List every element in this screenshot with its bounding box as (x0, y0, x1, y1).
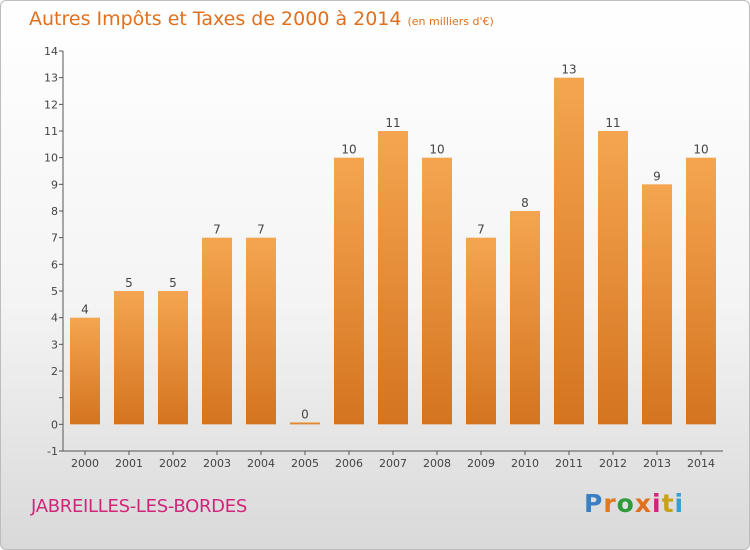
y-tick-label: 6 (51, 258, 58, 271)
bar (202, 238, 232, 425)
bar-value-label: 11 (385, 116, 400, 130)
x-tick-label: 2014 (687, 457, 715, 470)
x-tick-label: 2003 (203, 457, 231, 470)
y-tick-label: 9 (51, 178, 58, 191)
y-tick-label: 13 (44, 72, 58, 85)
bar-value-label: 0 (301, 407, 309, 421)
bar (334, 158, 364, 425)
y-tick-label: 4 (51, 312, 58, 325)
bar-value-label: 10 (341, 143, 356, 157)
y-tick-label: 12 (44, 98, 58, 111)
y-tick-label: 3 (51, 338, 58, 351)
y-tick-label: 8 (51, 205, 58, 218)
y-tick-label: 0 (51, 418, 58, 431)
commune-name: JABREILLES-LES-BORDES (31, 496, 247, 517)
y-tick-label: -1 (47, 445, 58, 458)
bar-value-label: 7 (477, 223, 485, 237)
bar (554, 78, 584, 425)
x-tick-label: 2005 (291, 457, 319, 470)
x-tick-label: 2001 (115, 457, 143, 470)
y-tick-label: 14 (44, 45, 58, 58)
y-tick-label: 7 (51, 232, 58, 245)
bar-value-label: 13 (561, 63, 576, 77)
x-tick-label: 2008 (423, 457, 451, 470)
bar (466, 238, 496, 425)
bar (290, 422, 320, 424)
bar (642, 184, 672, 424)
x-tick-label: 2002 (159, 457, 187, 470)
x-tick-label: 2007 (379, 457, 407, 470)
bar (598, 131, 628, 424)
logo-letter: t (662, 489, 675, 518)
logo-letter: x (635, 489, 652, 518)
bar-value-label: 10 (429, 143, 444, 157)
logo-letter: i (675, 489, 685, 518)
bar-value-label: 10 (693, 143, 708, 157)
logo-letter: P (584, 489, 603, 518)
bar (422, 158, 452, 425)
x-tick-label: 2000 (71, 457, 99, 470)
bar-value-label: 5 (125, 276, 133, 290)
y-tick-label: 5 (51, 285, 58, 298)
x-tick-label: 2009 (467, 457, 495, 470)
bar (246, 238, 276, 425)
bar (510, 211, 540, 424)
x-tick-label: 2012 (599, 457, 627, 470)
y-tick-label: 11 (44, 125, 58, 138)
chart-frame: Autres Impôts et Taxes de 2000 à 2014 (en… (0, 0, 750, 550)
bar-value-label: 4 (81, 303, 89, 317)
bar-value-label: 11 (605, 116, 620, 130)
x-tick-label: 2006 (335, 457, 363, 470)
bar (158, 291, 188, 424)
y-tick-label: 2 (51, 365, 58, 378)
bar (114, 291, 144, 424)
bar-value-label: 8 (521, 196, 529, 210)
bar (378, 131, 408, 424)
x-tick-label: 2010 (511, 457, 539, 470)
bar (686, 158, 716, 425)
x-tick-label: 2013 (643, 457, 671, 470)
bar-value-label: 7 (257, 223, 265, 237)
bar-value-label: 9 (653, 169, 661, 183)
bar-chart: -1 0 2 3 4 5 6 7 8 9 10 11 12 13 14 2000 2001 2002 2003 200… (1, 1, 750, 550)
x-tick-label: 2004 (247, 457, 275, 470)
bar (70, 318, 100, 425)
logo-letter: r (603, 489, 616, 518)
proxiti-logo: Proxiti (584, 489, 684, 518)
logo-letter: o (617, 489, 635, 518)
logo-letter: i (652, 489, 662, 518)
y-tick-label: 10 (44, 152, 58, 165)
bar-value-label: 7 (213, 223, 221, 237)
x-tick-label: 2011 (555, 457, 583, 470)
bar-value-label: 5 (169, 276, 177, 290)
